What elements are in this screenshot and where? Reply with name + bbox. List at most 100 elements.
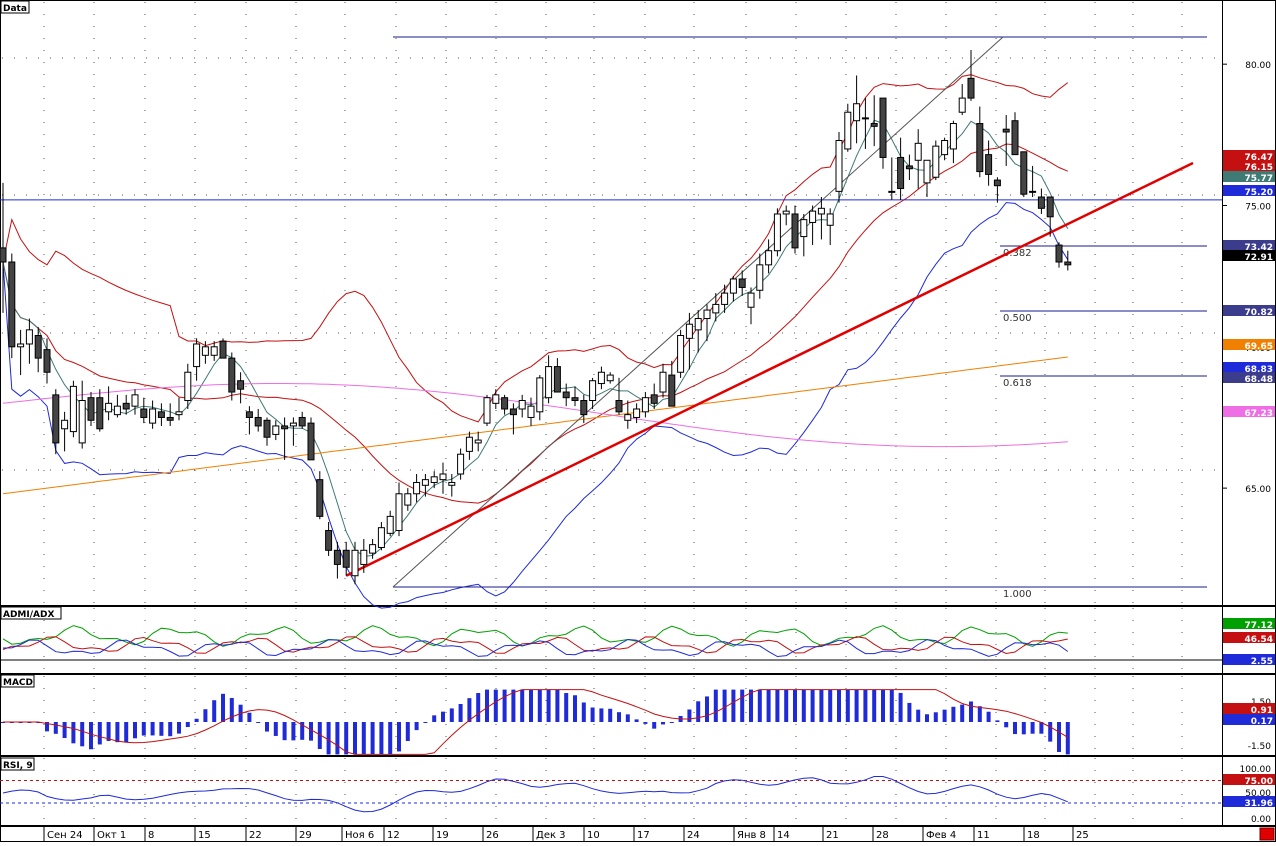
macd-bar (731, 689, 736, 722)
macd-bar (881, 689, 885, 722)
macd-bar (397, 722, 401, 752)
price-tick-label: 80.00 (1245, 61, 1271, 71)
price-tag-label: 72.91 (1245, 253, 1273, 263)
macd-bar (793, 689, 797, 722)
macd-bar (749, 689, 753, 722)
scroll-button-icon (1259, 827, 1275, 841)
candle-body (870, 123, 878, 127)
adx-tag-box (1223, 654, 1275, 665)
macd-bar (625, 714, 630, 722)
rsi-tag-label: 31.96 (1245, 799, 1273, 809)
macd-bar (458, 704, 463, 722)
candle-body (782, 210, 790, 215)
candle-body (78, 400, 86, 444)
price-tag-label: 69.65 (1245, 342, 1273, 352)
candle-body (835, 139, 843, 192)
price-tag-label: 67.23 (1245, 409, 1273, 419)
candle-body (131, 394, 139, 407)
candle-body (96, 397, 104, 430)
candle-body (879, 97, 887, 158)
macd-bar (115, 722, 120, 743)
rsi-tag-label: 75.00 (1245, 777, 1273, 787)
candle-body (342, 549, 350, 568)
macd-bar (520, 689, 525, 722)
macd-bar (106, 722, 111, 741)
macd-bar (493, 689, 498, 722)
candle-body (509, 408, 517, 416)
macd-bar (854, 689, 859, 722)
candle-body (316, 479, 324, 517)
price-tick-label: 75.00 (1245, 202, 1271, 212)
candle-body (263, 419, 271, 438)
macd-bar (828, 689, 833, 722)
macd-bar (766, 689, 771, 722)
candle-body (430, 476, 438, 483)
candle-body (553, 366, 561, 393)
panel-label: Data (3, 4, 27, 14)
macd-bar (801, 689, 806, 722)
upper-band-line (2, 74, 1069, 423)
price-tag-label: 75.77 (1245, 174, 1273, 184)
macd-bar (810, 689, 815, 722)
fib-level-label: 0.618 (1003, 378, 1032, 389)
price-tag-box (1223, 185, 1275, 196)
candle-body (439, 473, 447, 481)
fib-level-label: 1.000 (1003, 589, 1032, 600)
macd-bar (124, 722, 129, 743)
rsi-tag-box (1223, 796, 1275, 807)
macd-bar (581, 702, 586, 722)
macd-bar (344, 722, 349, 755)
price-tag-box (1223, 305, 1275, 316)
macd-bar (502, 689, 507, 722)
macd-bar (916, 709, 921, 722)
candle-body (1011, 120, 1019, 156)
candle-body (43, 349, 51, 373)
candle-body (69, 385, 77, 433)
candle-body (536, 377, 544, 413)
macd-bar (212, 700, 217, 722)
time-tick-label: 15 (198, 830, 211, 841)
adx-blue-line (2, 638, 1069, 658)
macd-bar (449, 708, 454, 722)
candle-body (562, 391, 570, 399)
candle-body (421, 479, 429, 486)
candle-body (650, 394, 658, 404)
macd-bar (1057, 722, 1061, 752)
macd-bar (652, 722, 657, 729)
macd-bar (969, 701, 973, 722)
candle-body (52, 394, 60, 444)
macd-bar (986, 711, 991, 722)
candle-body (25, 329, 33, 345)
macd-bar (221, 693, 225, 722)
candle-body (888, 190, 896, 193)
rsi-tick-label: 100.00 (1240, 765, 1272, 775)
macd-bar (995, 720, 1000, 722)
macd-bar (643, 722, 648, 724)
macd-bar (889, 689, 894, 722)
candle-body (958, 97, 966, 113)
time-tick-label: Фев 4 (926, 830, 956, 841)
macd-bar (485, 689, 489, 722)
macd-bar (97, 722, 102, 745)
macd-bar (722, 689, 727, 722)
time-tick-label: 12 (387, 830, 400, 841)
candle-body (377, 527, 385, 548)
candle-body (105, 402, 113, 413)
macd-bar (951, 706, 956, 722)
macd-tag-label: 0.17 (1251, 717, 1273, 727)
candle-body (817, 207, 825, 215)
macd-bar (872, 689, 877, 722)
candle-body (729, 278, 737, 294)
candle-body (853, 103, 861, 122)
candle-body (589, 380, 597, 402)
candle-body (773, 213, 781, 252)
macd-bar (669, 722, 674, 723)
candle-body (289, 422, 297, 427)
price-tick-label: 65.00 (1245, 485, 1271, 495)
price-tag-box (1223, 250, 1275, 261)
candle-body (941, 139, 949, 156)
price-tag-label: 73.42 (1245, 243, 1273, 253)
candle-body (201, 346, 209, 356)
